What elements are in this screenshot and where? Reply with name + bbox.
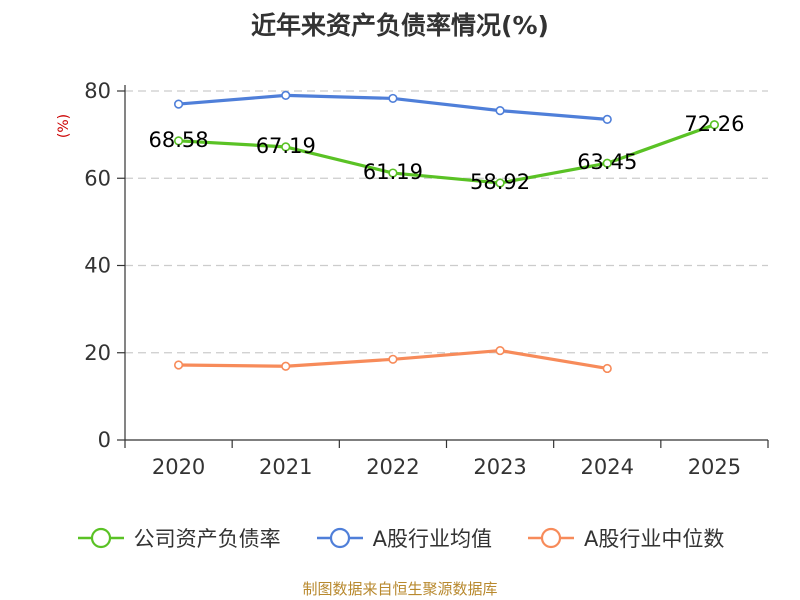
data-point — [495, 345, 505, 356]
data-point — [602, 363, 612, 374]
line-chart: (%) 0 20 40 60 80 2020 2021 2022 2023 2024 2025 68… — [56, 79, 769, 479]
legend-label: A股行业均值 — [372, 527, 492, 551]
data-point — [602, 158, 612, 168]
legend-item[interactable]: A股行业中位数 — [526, 523, 724, 553]
x-tick-label: 2024 — [581, 455, 634, 479]
data-point — [281, 142, 291, 152]
chart-legend: 公司资产负债率 A股行业均值 A股行业中位数 — [0, 520, 800, 556]
x-tick-label: 2021 — [259, 455, 312, 479]
legend-label: 公司资产负债率 — [133, 527, 281, 551]
data-point — [709, 120, 720, 130]
data-point — [281, 361, 291, 371]
legend-marker-icon — [77, 527, 124, 549]
data-point — [602, 114, 612, 124]
legend-label: A股行业中位数 — [584, 527, 725, 551]
data-label: 68.58 — [149, 128, 209, 152]
data-label: 58.92 — [470, 170, 530, 194]
data-labels: 68.58 67.19 61.19 58.92 63.45 72.26 — [149, 112, 745, 194]
series-lines — [173, 90, 720, 374]
data-source-note: 制图数据来自恒生聚源数据库 — [302, 580, 498, 598]
data-point — [388, 354, 398, 364]
data-point — [495, 106, 505, 116]
data-point — [173, 99, 184, 109]
data-point — [281, 90, 291, 100]
y-tick-label: 80 — [84, 79, 111, 103]
y-tick-label: 20 — [84, 341, 111, 365]
legend-item[interactable]: A股行业均值 — [315, 523, 492, 553]
y-tick-label: 60 — [84, 166, 111, 190]
data-point — [495, 178, 505, 188]
x-axis: 0 20 40 60 80 2020 2021 2022 2023 2024 2025 — [84, 79, 769, 479]
legend-marker-icon — [528, 527, 574, 549]
x-tick-label: 2020 — [152, 455, 205, 479]
x-tick-label: 2022 — [366, 455, 419, 479]
series-line — [178, 123, 715, 185]
y-tick-label: 40 — [84, 254, 111, 278]
x-tick-label: 2023 — [473, 455, 526, 479]
legend-marker-icon — [316, 527, 363, 549]
data-label: 67.19 — [256, 134, 316, 158]
data-point — [173, 136, 184, 146]
data-point — [388, 93, 398, 104]
data-label: 61.19 — [363, 160, 423, 184]
x-tick-label: 2025 — [688, 455, 741, 479]
data-point — [173, 360, 184, 370]
data-point — [388, 168, 398, 178]
y-axis-label: (%) — [56, 114, 72, 138]
grid-lines — [125, 90, 768, 354]
data-label: 72.26 — [684, 112, 744, 136]
y-tick-label: 0 — [98, 428, 111, 452]
data-label: 63.45 — [577, 150, 637, 174]
legend-item[interactable]: 公司资产负债率 — [76, 523, 281, 553]
chart-title: 近年来资产负债率情况(%) — [251, 11, 549, 40]
